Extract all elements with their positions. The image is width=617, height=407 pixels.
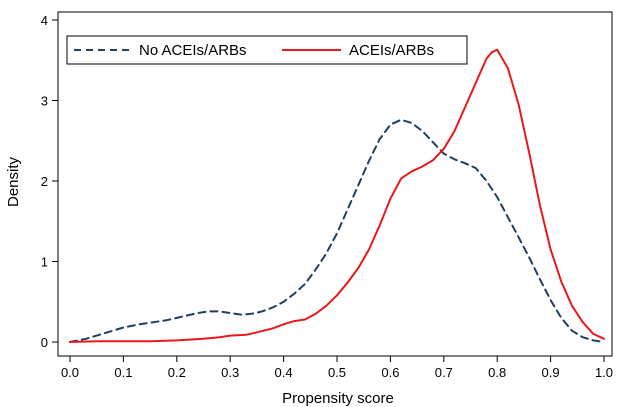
x-tick-label: 0.8 bbox=[488, 365, 506, 380]
x-tick-label: 0.7 bbox=[435, 365, 453, 380]
y-tick-label: 4 bbox=[41, 13, 48, 28]
x-tick-label: 0.9 bbox=[542, 365, 560, 380]
x-tick-label: 0.4 bbox=[275, 365, 293, 380]
y-tick-label: 2 bbox=[41, 174, 48, 189]
x-tick-label: 1.0 bbox=[595, 365, 613, 380]
y-tick-label: 3 bbox=[41, 94, 48, 109]
series-line-no-aceis-arbs bbox=[69, 118, 605, 343]
legend: No ACEIs/ARBs ACEIs/ARBs bbox=[66, 35, 468, 65]
plot-frame bbox=[57, 11, 613, 357]
legend-box bbox=[66, 35, 468, 65]
x-tick-label: 0.0 bbox=[61, 365, 79, 380]
legend-label: ACEIs/ARBs bbox=[349, 42, 434, 59]
x-tick-label: 0.2 bbox=[168, 365, 186, 380]
y-tick-label: 0 bbox=[41, 335, 48, 350]
x-tick-label: 0.3 bbox=[221, 365, 239, 380]
y-tick-label: 1 bbox=[41, 255, 48, 270]
series-layer bbox=[69, 48, 605, 343]
legend-label: No ACEIs/ARBs bbox=[139, 42, 247, 59]
x-axis-label: Propensity score bbox=[282, 390, 394, 407]
x-tick-label: 0.1 bbox=[114, 365, 132, 380]
y-axis-label: Density bbox=[5, 156, 22, 207]
series-line-aceis-arbs bbox=[69, 48, 605, 343]
x-tick-label: 0.6 bbox=[381, 365, 399, 380]
axes-layer: 0.0 0.1 0.2 0.3 0.4 0.5 0.6 0.7 0.8 0.9 1.0 0 1 2 3 4 bbox=[41, 11, 613, 380]
x-tick-label: 0.5 bbox=[328, 365, 346, 380]
